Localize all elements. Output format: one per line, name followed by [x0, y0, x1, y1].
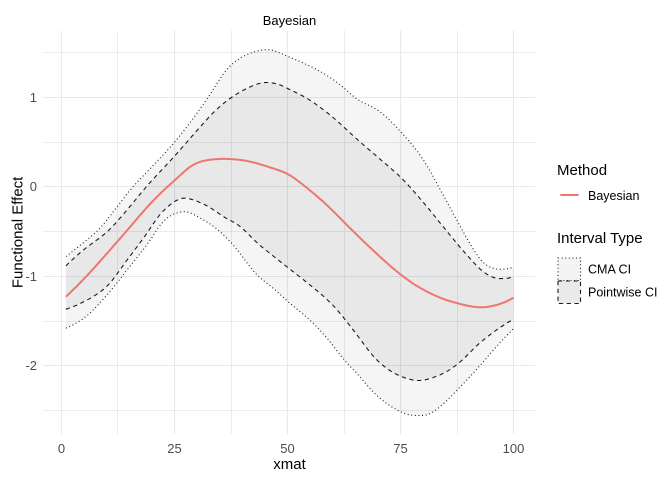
- svg-text:50: 50: [280, 441, 294, 456]
- svg-text:xmat: xmat: [273, 456, 306, 473]
- svg-text:75: 75: [393, 441, 407, 456]
- svg-text:-1: -1: [25, 269, 37, 284]
- svg-text:Functional Effect: Functional Effect: [9, 176, 26, 288]
- svg-text:0: 0: [58, 441, 65, 456]
- svg-text:Bayesian: Bayesian: [588, 189, 639, 203]
- svg-text:Pointwise CI: Pointwise CI: [588, 286, 657, 300]
- svg-text:-2: -2: [25, 358, 37, 373]
- svg-text:25: 25: [167, 441, 181, 456]
- svg-text:Interval Type: Interval Type: [557, 230, 643, 247]
- svg-text:Method: Method: [557, 162, 607, 179]
- svg-text:Bayesian: Bayesian: [263, 13, 316, 28]
- svg-text:0: 0: [30, 179, 37, 194]
- svg-text:CMA CI: CMA CI: [588, 263, 631, 277]
- svg-text:100: 100: [503, 441, 525, 456]
- svg-text:1: 1: [30, 90, 37, 105]
